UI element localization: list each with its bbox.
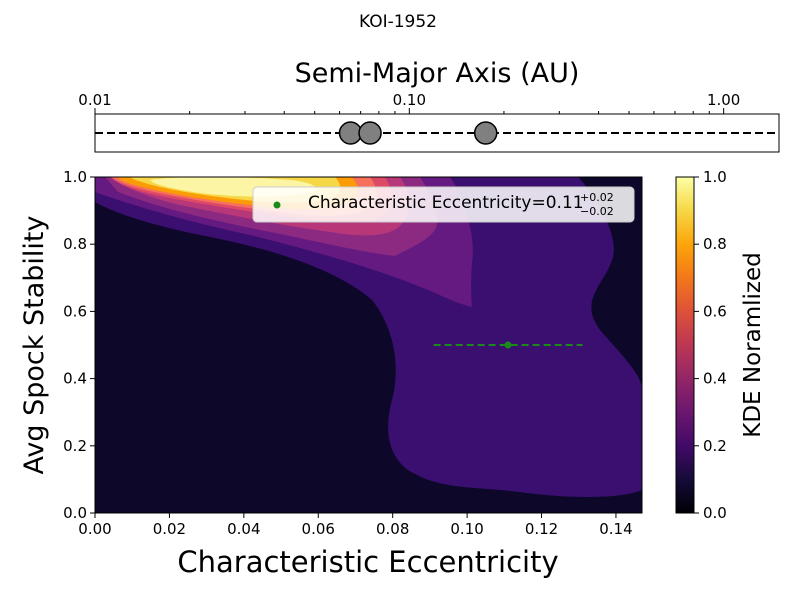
y-tick-label: 0.2 [63,437,87,455]
top-axis-ticks: 0.01 0.10 1.00 [78,91,740,114]
x-tick-label: 0.00 [78,520,111,538]
characteristic-errorbar [433,341,583,349]
x-tick-label: 0.14 [599,520,632,538]
kde-level-1 [95,177,642,497]
x-tick-label: 0.10 [450,520,483,538]
colorbar-tick-label: 0.2 [703,437,727,455]
colorbar-tick-label: 0.0 [703,504,727,522]
top-tick-label: 0.10 [393,91,426,109]
legend-sub: −0.02 [580,205,614,218]
figure-title: KOI-1952 [359,12,437,32]
colorbar-tick-label: 0.4 [703,370,727,388]
top-tick-label: 0.01 [78,91,111,109]
characteristic-point [504,341,512,349]
legend: Characteristic Eccentricity=0.11 +0.02 −… [252,186,635,223]
colorbar-tick-label: 0.8 [703,235,727,253]
legend-marker [273,201,281,209]
top-tick-label: 1.00 [707,91,740,109]
x-tick-label: 0.12 [525,520,558,538]
colorbar-tick-label: 1.0 [703,168,727,186]
legend-label-main: Characteristic Eccentricity=0.11 [308,193,584,213]
planet-marker [358,121,382,145]
colorbar-tick-label: 0.6 [703,302,727,320]
y-tick-label: 0.8 [63,235,87,253]
x-axis-label: Characteristic Eccentricity [177,545,558,579]
top-axis-label: Semi-Major Axis (AU) [295,58,580,89]
colorbar-label: KDE Noramlized [740,252,766,437]
colorbar [675,176,695,514]
x-axis-ticks: 0.00 0.02 0.04 0.06 0.08 0.10 0.12 0.14 [78,513,633,538]
planet-markers [338,121,498,145]
legend-box [252,186,635,223]
legend-label: Characteristic Eccentricity=0.11 [308,193,584,213]
x-tick-label: 0.02 [153,520,186,538]
y-tick-label: 0.4 [63,370,87,388]
planet-marker [473,121,498,145]
y-tick-label: 0.0 [63,504,87,522]
y-tick-label: 0.6 [63,302,87,320]
y-axis-label: Avg Spock Stability [19,216,50,475]
colorbar-ticks: 0.0 0.2 0.4 0.6 0.8 1.0 [694,168,727,522]
main-axis-frame [94,176,643,514]
y-tick-label: 1.0 [63,168,87,186]
planet-marker [338,121,363,145]
y-axis-ticks: 0.0 0.2 0.4 0.6 0.8 1.0 [63,168,95,522]
x-tick-label: 0.06 [302,520,335,538]
x-tick-label: 0.08 [376,520,409,538]
x-tick-label: 0.04 [227,520,260,538]
legend-sup: +0.02 [580,191,614,204]
